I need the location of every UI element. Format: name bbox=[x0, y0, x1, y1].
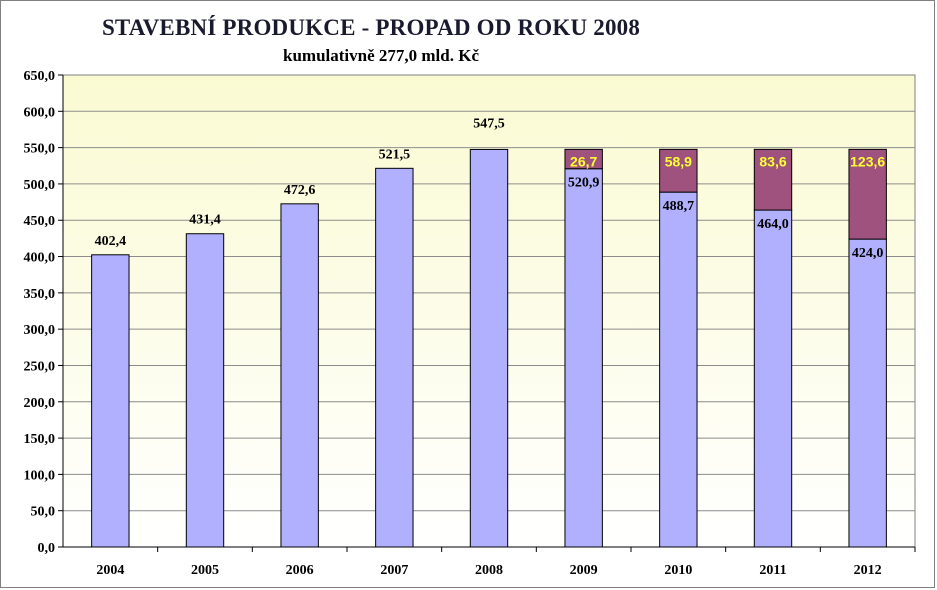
x-tick-label: 2008 bbox=[475, 563, 503, 578]
bar-production bbox=[91, 254, 130, 548]
x-tick-label: 2006 bbox=[286, 563, 314, 578]
bar-drop bbox=[659, 148, 698, 193]
y-tick-label: 300,0 bbox=[24, 323, 56, 338]
bar-production bbox=[469, 148, 509, 548]
bar-drop bbox=[848, 148, 887, 240]
drop-value-label: 26,7 bbox=[570, 153, 597, 169]
y-tick-label: 400,0 bbox=[24, 251, 56, 266]
bar-value-label: 547,5 bbox=[473, 116, 505, 131]
drop-value-label: 58,9 bbox=[665, 153, 692, 169]
y-tick-label: 600,0 bbox=[24, 105, 56, 120]
x-tick-label: 2005 bbox=[191, 563, 219, 578]
bar-drop bbox=[564, 148, 603, 170]
drop-value-label: 83,6 bbox=[759, 153, 786, 169]
y-tick-label: 0,0 bbox=[38, 541, 56, 556]
bar-production bbox=[280, 203, 319, 548]
x-tick-label: 2007 bbox=[380, 563, 408, 578]
y-tick-label: 650,0 bbox=[24, 69, 56, 84]
x-tick-label: 2011 bbox=[759, 563, 786, 578]
bar-value-label: 464,0 bbox=[757, 217, 789, 232]
y-tick-label: 450,0 bbox=[24, 214, 56, 229]
bar-value-label: 521,5 bbox=[379, 147, 411, 162]
bar-production bbox=[659, 191, 698, 548]
y-tick-label: 150,0 bbox=[24, 432, 56, 447]
bar-value-label: 488,7 bbox=[663, 199, 695, 214]
bar-value-label: 520,9 bbox=[568, 176, 600, 191]
y-tick-label: 350,0 bbox=[24, 287, 56, 302]
y-tick-label: 250,0 bbox=[24, 359, 56, 374]
bar-production bbox=[753, 209, 793, 548]
bar-production bbox=[848, 238, 887, 548]
bar-value-label: 472,6 bbox=[284, 183, 316, 198]
bar-value-label: 402,4 bbox=[95, 234, 127, 249]
bar-value-label: 424,0 bbox=[852, 246, 884, 261]
x-tick-label: 2010 bbox=[664, 563, 692, 578]
y-tick-label: 100,0 bbox=[24, 468, 56, 483]
bar-production bbox=[185, 233, 225, 548]
y-tick-label: 500,0 bbox=[24, 178, 56, 193]
y-tick-label: 50,0 bbox=[31, 505, 56, 520]
bar-drop bbox=[753, 148, 793, 211]
chart-title: STAVEBNÍ PRODUKCE - PROPAD OD ROKU 2008 bbox=[101, 15, 641, 40]
y-tick-label: 550,0 bbox=[24, 142, 56, 157]
x-tick-label: 2012 bbox=[854, 563, 882, 578]
y-tick-label: 200,0 bbox=[24, 396, 56, 411]
drop-value-label: 123,6 bbox=[850, 153, 885, 169]
bar-value-label: 431,4 bbox=[189, 213, 221, 228]
x-tick-label: 2004 bbox=[96, 563, 124, 578]
chart-subtitle: kumulativně 277,0 mld. Kč bbox=[283, 46, 479, 65]
bar-production bbox=[564, 168, 603, 548]
bar-production bbox=[375, 167, 414, 548]
x-tick-label: 2009 bbox=[570, 563, 598, 578]
